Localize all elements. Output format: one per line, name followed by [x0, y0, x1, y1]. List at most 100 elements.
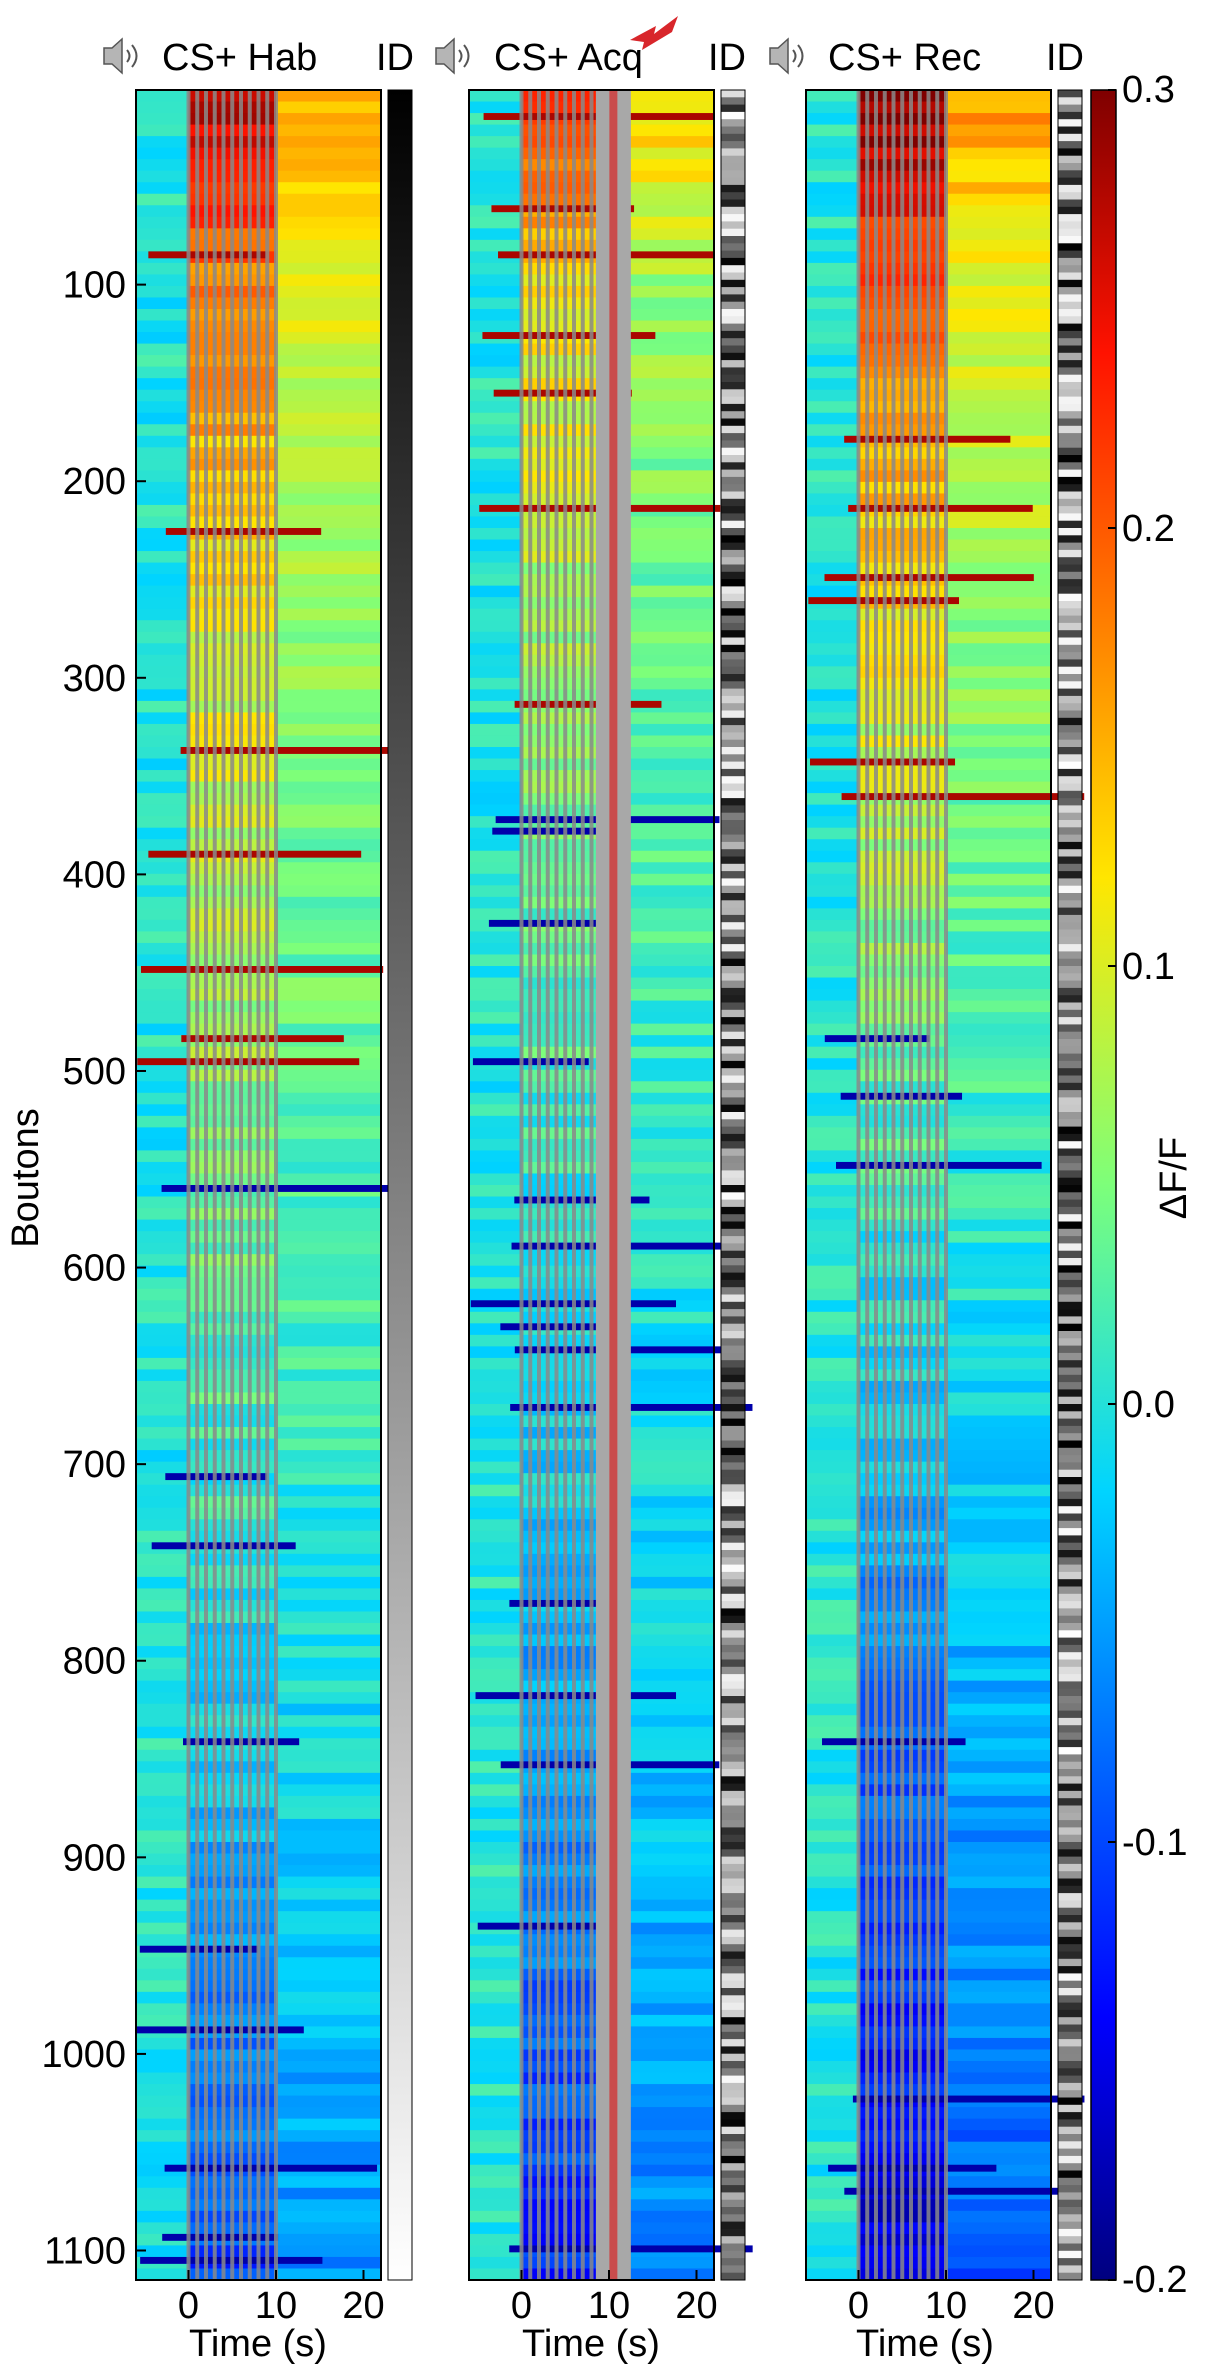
- id-bar-cell: [721, 914, 745, 923]
- heatmap-cell: [276, 1219, 381, 1232]
- heatmap-cell: [469, 2130, 522, 2143]
- heatmap-cell: [469, 2222, 522, 2235]
- id-bar-cell: [1058, 1411, 1082, 1420]
- heatmap-cell: [469, 2049, 522, 2062]
- id-bar-cell: [1058, 1272, 1082, 1281]
- heatmap-cell: [806, 493, 859, 506]
- id-bar-cell: [721, 1885, 745, 1894]
- heatmap-cell: [609, 1219, 714, 1232]
- heatmap-cell: [276, 781, 381, 794]
- heatmap-cell: [946, 1415, 1051, 1428]
- heatmap-cell: [276, 1484, 381, 1497]
- id-bar-cell: [1058, 695, 1082, 704]
- id-bar-cell: [721, 374, 745, 383]
- heatmap-streak: [161, 1185, 398, 1192]
- heatmap-cell: [276, 2014, 381, 2027]
- heatmap-cell: [276, 908, 381, 921]
- heatmap-cell: [609, 850, 714, 863]
- heatmap-cell: [136, 931, 189, 944]
- id-bar-cell: [721, 2250, 745, 2259]
- heatmap-cell: [806, 101, 859, 114]
- heatmap-cell: [806, 1185, 859, 1198]
- id-bar-cell: [721, 564, 745, 573]
- heatmap-cell: [469, 1277, 522, 1290]
- id-bar-cell: [721, 1550, 745, 1558]
- heatmap-cell: [806, 1461, 859, 1474]
- heatmap-cell: [609, 1277, 714, 1290]
- heatmap-cell: [806, 608, 859, 621]
- heatmap-cell: [276, 193, 381, 206]
- heatmap-cell: [946, 1565, 1051, 1578]
- heatmap-cell: [469, 262, 522, 275]
- heatmap-cell: [276, 1980, 381, 1993]
- heatmap-cell: [806, 1588, 859, 1601]
- heatmap-cell: [469, 585, 522, 598]
- colorbar-tick-label: 0.1: [1122, 946, 1175, 988]
- x-tick-label: 0: [511, 2285, 532, 2327]
- id-bar-cell: [1058, 1513, 1082, 1522]
- heatmap-cell: [469, 723, 522, 736]
- id-bar-cell: [1058, 411, 1082, 419]
- id-bar-frame: [720, 89, 746, 2281]
- heatmap-cell: [609, 1265, 714, 1278]
- heatmap-cell: [609, 401, 714, 414]
- id-bar-cell: [721, 279, 745, 288]
- id-bar: [387, 89, 413, 2281]
- heatmap-cell: [946, 285, 1051, 298]
- heatmap-cell: [276, 1507, 381, 1520]
- heatmap-cell: [136, 793, 189, 806]
- heatmap-cell: [469, 1046, 522, 1059]
- heatmap-cell: [806, 343, 859, 356]
- id-bar-cell: [1058, 1382, 1082, 1390]
- id-bar-cell: [1058, 1849, 1082, 1858]
- id-bar-cell: [1058, 1542, 1082, 1551]
- id-bar-cell: [1058, 1900, 1082, 1909]
- heatmap-cell: [136, 1000, 189, 1013]
- heatmap-cell: [806, 1357, 859, 1370]
- id-bar-cell: [1058, 1141, 1082, 1149]
- heatmap-cell: [469, 1023, 522, 1036]
- heatmap-cell: [136, 101, 189, 114]
- id-bar-cell: [1058, 1535, 1082, 1544]
- heatmap-cell: [609, 2210, 714, 2223]
- heatmap-cell: [469, 1150, 522, 1163]
- heatmap-cell: [276, 1012, 381, 1025]
- id-bar-cell: [1058, 1024, 1082, 1033]
- id-bar-cell: [1058, 1053, 1082, 1062]
- heatmap-cell: [469, 1576, 522, 1589]
- heatmap-cell: [609, 1968, 714, 1981]
- heatmap-cell: [136, 551, 189, 564]
- heatmap-cell: [609, 954, 714, 967]
- id-bar-cell: [1058, 1725, 1082, 1733]
- heatmap-cell: [469, 966, 522, 979]
- heatmap-cell: [946, 389, 1051, 402]
- heatmap-cell: [469, 2256, 522, 2269]
- id-bar-cell: [721, 126, 745, 135]
- id-bar-cell: [721, 659, 745, 668]
- id-bar-cell: [1058, 1185, 1082, 1193]
- id-bar-cell: [721, 936, 745, 945]
- heatmap-cell: [469, 412, 522, 425]
- id-bar-cell: [721, 440, 745, 449]
- heatmap-cell: [806, 989, 859, 1002]
- id-bar-cell: [721, 403, 745, 412]
- id-bar-cell: [721, 1477, 745, 1485]
- heatmap-cell: [609, 1288, 714, 1301]
- heatmap-cell: [609, 1254, 714, 1267]
- heatmap-cell: [136, 1565, 189, 1578]
- id-bar-cell: [721, 1988, 745, 1996]
- id-bar-cell: [1058, 747, 1082, 755]
- heatmap-cell: [469, 1945, 522, 1958]
- id-bar-cell: [1058, 90, 1082, 98]
- heatmap-cell: [806, 389, 859, 402]
- id-bar-cell: [1058, 1929, 1082, 1938]
- id-bar-cell: [1058, 1820, 1082, 1828]
- heatmap-cell: [946, 712, 1051, 725]
- id-bar-cell: [721, 2207, 745, 2215]
- heatmap-cell: [946, 447, 1051, 460]
- heatmap-cell: [469, 309, 522, 322]
- id-bar-cell: [1058, 1367, 1082, 1376]
- id-bar-cell: [1058, 914, 1082, 923]
- heatmap-cell: [469, 1703, 522, 1716]
- heatmap-cell: [806, 516, 859, 529]
